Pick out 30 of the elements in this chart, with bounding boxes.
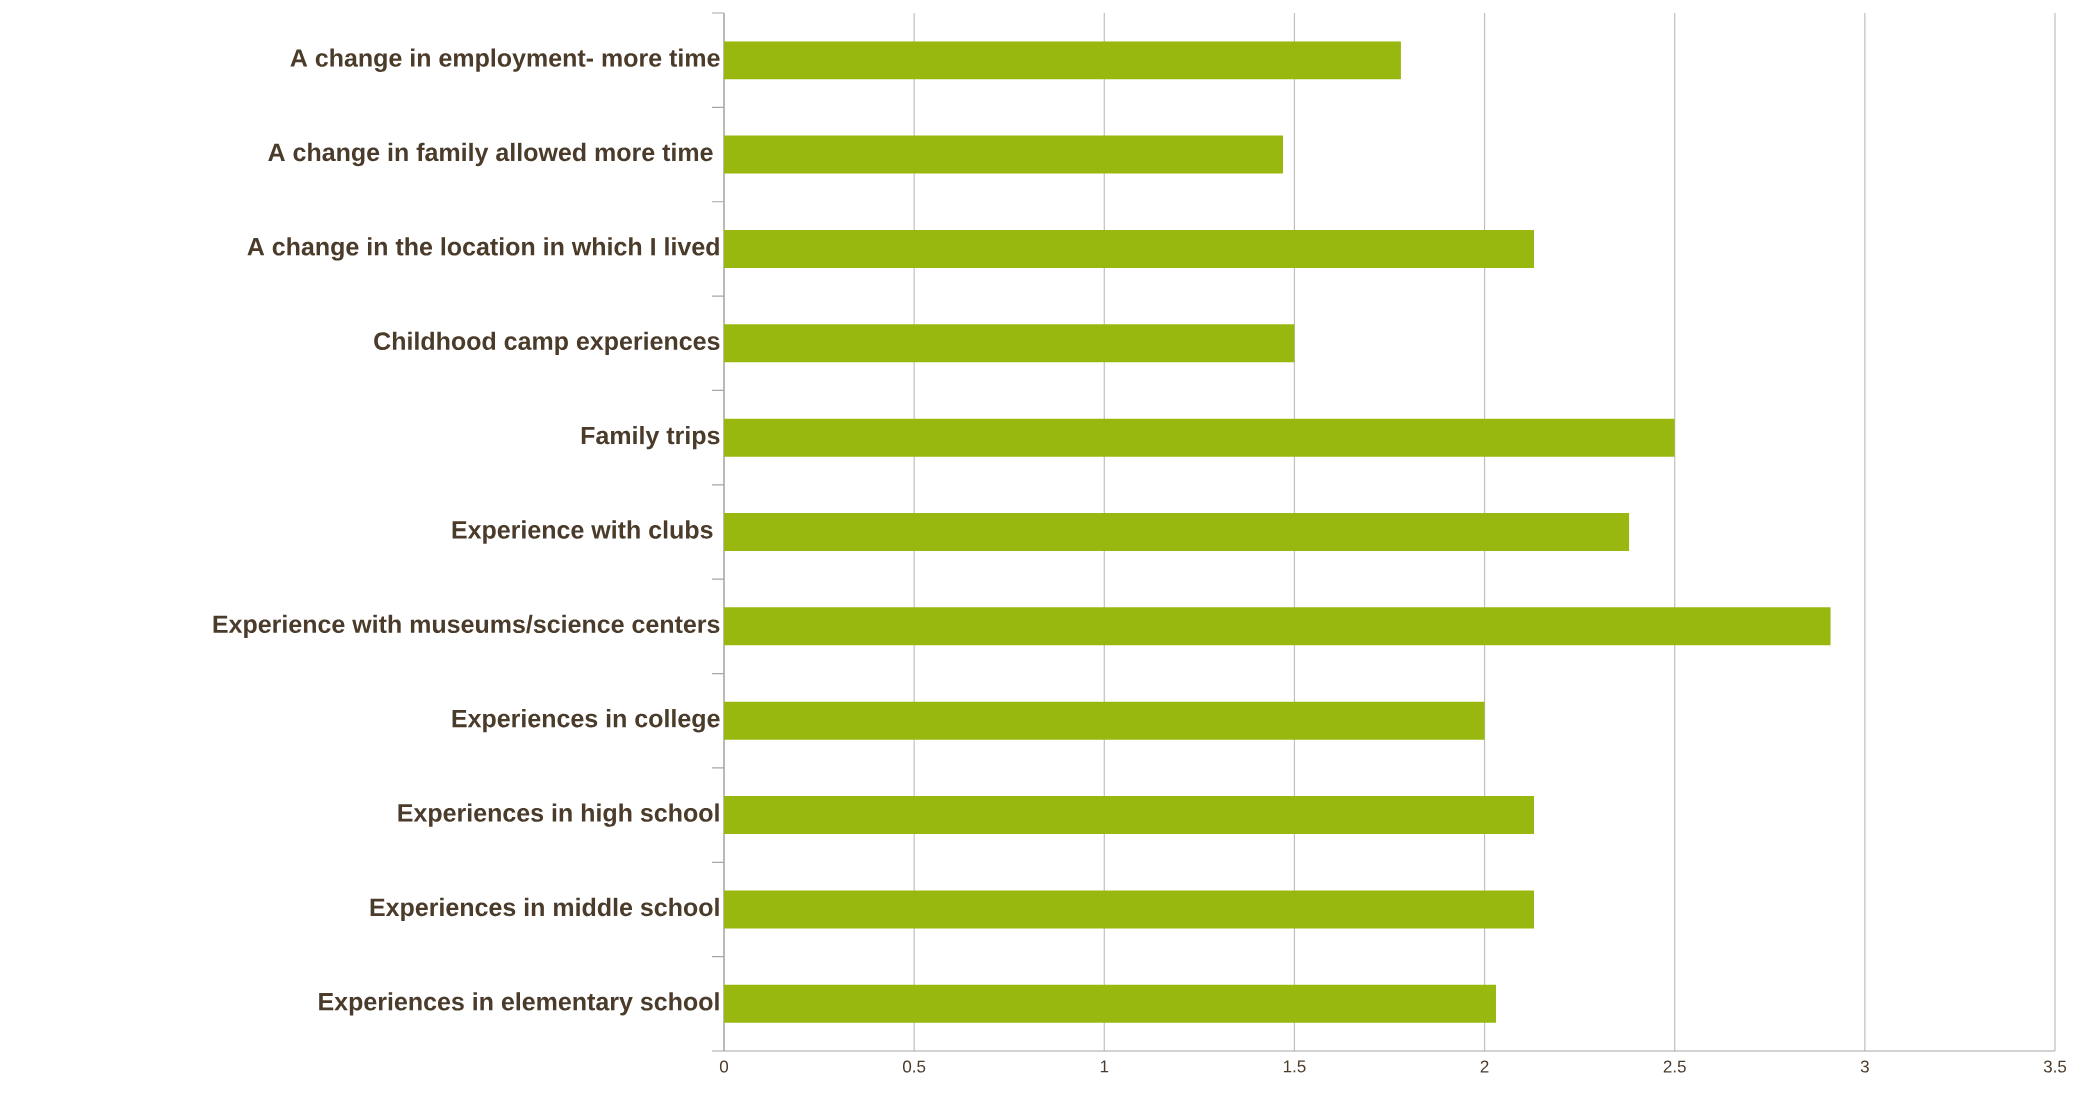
y-tick-label: Experiences in high school	[398, 803, 719, 827]
x-tick-label: 1	[1100, 1060, 1109, 1073]
y-tick-label: Experiences in middle school	[370, 897, 719, 922]
bar	[724, 796, 1535, 835]
y-tick-label: Experiences in elementary school	[319, 992, 719, 1016]
y-tick-label: A change in the location in which I lived	[247, 237, 719, 261]
y-tick-label: Experience with museums/science centers	[213, 614, 720, 639]
x-tick-label: 0	[719, 1060, 729, 1073]
x-tick-label: 2	[1480, 1060, 1489, 1073]
x-tick-label: 0.5	[902, 1060, 926, 1073]
x-tick-label: 2.5	[1663, 1060, 1686, 1073]
x-tick-label: 1.5	[1283, 1060, 1306, 1073]
bar	[724, 513, 1630, 552]
y-tick-label: Experience with clubs	[452, 520, 713, 544]
bar	[724, 418, 1675, 457]
bar	[724, 41, 1401, 80]
bar	[724, 324, 1295, 363]
y-tick-label: Experiences in college	[452, 709, 720, 733]
bar	[724, 229, 1535, 268]
bar	[724, 890, 1535, 929]
bar	[724, 135, 1284, 174]
y-tick-label: Childhood camp experiences	[374, 331, 720, 355]
y-tick-label: Family trips	[581, 425, 720, 450]
bar	[724, 984, 1496, 1023]
bar	[724, 701, 1485, 740]
x-tick-label: 3	[1860, 1060, 1869, 1073]
bar	[724, 607, 1831, 646]
x-tick-label: 3.5	[2043, 1060, 2067, 1073]
y-tick-label: A change in family allowed more time	[268, 142, 713, 167]
y-tick-label: A change in employment- more time	[290, 48, 720, 72]
